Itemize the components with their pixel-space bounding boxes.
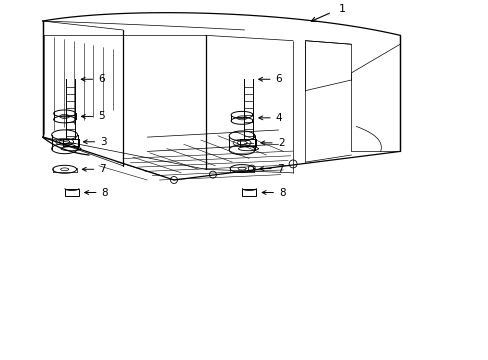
Text: 5: 5 bbox=[98, 111, 105, 121]
Text: 6: 6 bbox=[98, 74, 104, 84]
Text: 7: 7 bbox=[276, 163, 283, 174]
Text: 1: 1 bbox=[339, 4, 346, 14]
Bar bbox=[242, 189, 256, 197]
Text: 4: 4 bbox=[275, 113, 282, 123]
Text: 6: 6 bbox=[275, 74, 282, 84]
Text: 8: 8 bbox=[102, 188, 108, 198]
Bar bbox=[65, 189, 79, 197]
Text: 2: 2 bbox=[277, 138, 284, 148]
Text: 8: 8 bbox=[279, 188, 285, 198]
Text: 7: 7 bbox=[99, 164, 106, 174]
Text: 3: 3 bbox=[100, 137, 107, 147]
